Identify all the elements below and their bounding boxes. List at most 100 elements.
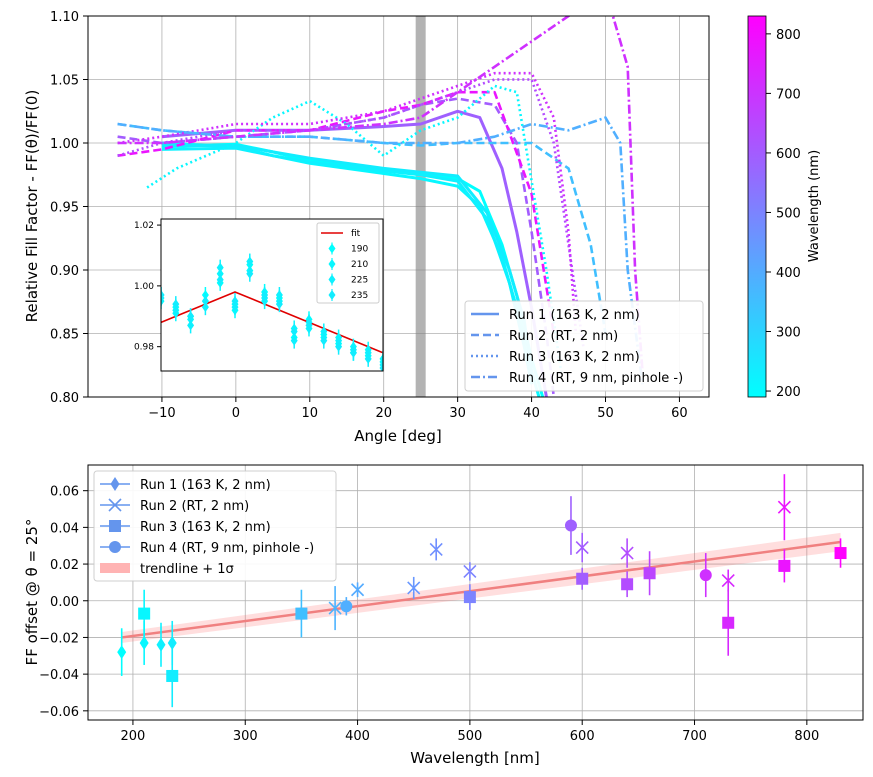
inset-y-tick-label: 1.02 <box>134 221 154 231</box>
bottom-x-tick-label: 800 <box>794 729 819 744</box>
top-x-axis-label: Angle [deg] <box>354 427 441 445</box>
inset-point <box>335 341 343 352</box>
bottom-point <box>463 591 476 604</box>
series-line <box>117 116 644 385</box>
inset-fit-line <box>161 291 383 354</box>
top-x-tick-label: 30 <box>449 406 466 421</box>
inset-legend-box <box>316 222 380 304</box>
bottom-point <box>138 607 151 620</box>
bottom-x-tick-label: 400 <box>345 729 370 744</box>
inset-point <box>290 335 298 346</box>
colorbar-tick-label: 400 <box>776 266 801 281</box>
inset-frame <box>160 218 384 372</box>
inset-fit-line-path <box>161 291 383 354</box>
inset-legend-label: 235 <box>351 291 368 301</box>
top-x-tick-label: 20 <box>375 406 392 421</box>
bottom-x-tick-label: 600 <box>570 729 595 744</box>
top-legend-label: Run 1 (163 K, 2 nm) <box>509 308 640 323</box>
bottom-legend-label: Run 1 (163 K, 2 nm) <box>140 478 271 493</box>
colorbar-tick-label: 800 <box>776 28 801 43</box>
bottom-point <box>350 583 365 597</box>
bottom-legend-marker-swatch <box>110 477 120 491</box>
bottom-x-ticks: 200 300 400 500 600 700 800 <box>121 720 819 744</box>
inset-points <box>161 253 383 371</box>
x-marker-stroke <box>407 581 421 595</box>
inset-point <box>275 290 283 300</box>
bottom-legend-marker-swatch <box>108 498 122 512</box>
bottom-y-tick-label: 0.00 <box>50 595 79 610</box>
series-line <box>117 122 607 334</box>
colorbar: 200 300 400 500 600 700 800 Wavelength (nm) <box>747 15 822 400</box>
bottom-plot-frame <box>87 464 864 721</box>
bottom-point <box>429 542 443 556</box>
top-y-tick-label: 1.10 <box>50 10 79 25</box>
inset-point <box>349 347 357 358</box>
inset-y-tick-label: 1.00 <box>134 282 154 292</box>
inset-point <box>231 296 239 307</box>
bottom-y-axis-label: FF offset @ θ = 25° <box>23 519 41 666</box>
bottom-y-tick-label: −0.02 <box>39 631 79 646</box>
bottom-points <box>117 474 847 708</box>
bottom-point <box>407 581 421 595</box>
x-marker-stroke <box>350 583 365 597</box>
x-marker-stroke <box>429 542 443 556</box>
bottom-point <box>721 574 735 588</box>
bottom-legend-label: Run 2 (RT, 2 nm) <box>140 499 249 514</box>
bottom-point <box>643 567 656 580</box>
colorbar-gradient <box>747 15 767 398</box>
top-y-ticks: 0.80 0.85 0.90 0.95 1.00 1.05 1.10 <box>50 10 88 406</box>
bottom-point <box>564 519 577 532</box>
top-y-tick-label: 0.90 <box>50 264 79 279</box>
inset-point <box>201 296 209 307</box>
bottom-legend-label: trendline + 1σ <box>140 562 234 577</box>
inset-legend-label: fit <box>351 229 361 239</box>
bottom-x-tick-label: 500 <box>457 729 482 744</box>
colorbar-tick-label: 200 <box>776 385 801 400</box>
bottom-point <box>699 569 712 582</box>
bottom-point <box>722 616 735 629</box>
inset-point <box>216 274 224 285</box>
top-y-tick-label: 0.80 <box>50 391 79 406</box>
inset-y-ticks: 0.98 1.00 1.02 <box>134 221 161 353</box>
inset-point <box>320 335 328 346</box>
bottom-point <box>778 559 791 572</box>
colorbar-ticks: 200 300 400 500 600 700 800 <box>766 28 801 400</box>
inset-point <box>305 320 313 331</box>
x-marker-stroke <box>463 564 477 578</box>
top-x-tick-label: 50 <box>597 406 614 421</box>
colorbar-tick-label: 700 <box>776 87 801 102</box>
inset-legend-diamond-swatch <box>328 274 336 285</box>
inset-point <box>275 299 283 310</box>
inset-legend-label: 210 <box>351 260 368 270</box>
bottom-y-tick-label: −0.04 <box>39 668 79 683</box>
series-line <box>117 90 556 334</box>
inset-legend-diamond-swatch <box>328 259 336 269</box>
bottom-x-tick-label: 200 <box>121 729 146 744</box>
top-legend-box <box>464 300 704 392</box>
inset-point <box>172 299 180 310</box>
trendline-line <box>121 540 841 639</box>
theta-25-band <box>415 16 426 397</box>
bottom-point <box>620 546 634 560</box>
bottom-point <box>621 578 634 591</box>
inset-chart: 0.98 1.00 1.02 fit 190 210 225 235 <box>134 218 384 372</box>
inset-legend-label: 190 <box>351 245 368 255</box>
top-legend: Run 1 (163 K, 2 nm) Run 2 (RT, 2 nm) Run 3… <box>464 300 704 392</box>
bottom-x-axis-label: Wavelength [nm] <box>410 749 540 767</box>
top-legend-label: Run 2 (RT, 2 nm) <box>509 329 618 344</box>
inset-y-tick-label: 0.98 <box>134 343 154 353</box>
x-marker-stroke <box>777 500 791 514</box>
series-line <box>117 97 556 397</box>
bottom-legend-marker-swatch <box>109 541 121 553</box>
top-x-ticks: −10 0 10 20 30 40 50 60 <box>148 397 688 421</box>
top-x-tick-label: 60 <box>671 406 688 421</box>
bottom-point <box>834 547 847 560</box>
bottom-point <box>117 645 127 660</box>
bottom-point <box>463 564 477 578</box>
inset-legend-diamond-swatch <box>328 243 336 254</box>
inset-point <box>187 311 195 322</box>
inset-point <box>246 268 254 279</box>
bottom-legend-label: Run 4 (RT, 9 nm, pinhole -) <box>140 541 314 556</box>
bottom-legend-box <box>93 470 337 582</box>
